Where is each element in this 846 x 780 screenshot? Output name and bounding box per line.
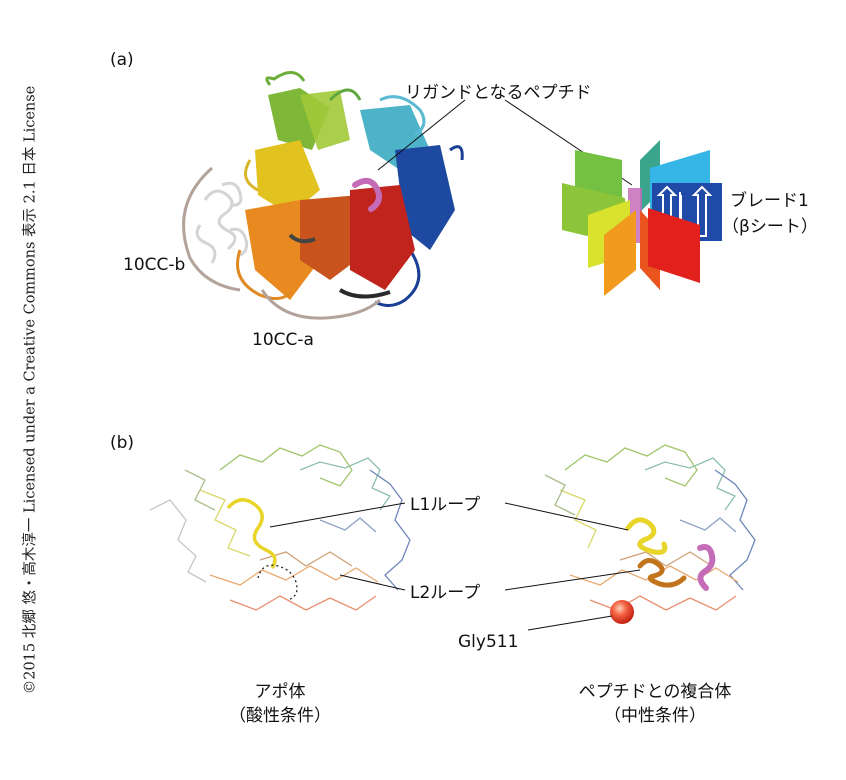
beta-propeller-schematic <box>562 140 722 296</box>
green-blades <box>265 71 362 150</box>
protein-ribbon-structure <box>195 71 464 307</box>
l1-loop-apo <box>226 498 277 569</box>
blade-1-label: ブレード1 <box>730 191 809 211</box>
l2-leader-line-left <box>339 574 406 591</box>
l1-loop-complex <box>625 517 668 555</box>
gly-leader-line <box>527 615 613 631</box>
l2-loop-label: L2ループ <box>410 583 481 603</box>
apo-form-title: アポ体 <box>254 682 306 702</box>
ligand-leader-line-left <box>377 99 466 171</box>
l2-leader-line-right <box>504 569 641 591</box>
domain-10cc-b-label: 10CC-b <box>123 255 186 275</box>
apo-form-caption: アポ体 （酸性条件） <box>210 680 350 728</box>
apo-form-structure <box>149 444 411 611</box>
white-domain-10cc-b <box>195 181 249 264</box>
ligand-peptide <box>352 177 382 212</box>
complex-form-title: ペプチドとの複合体 <box>578 682 732 702</box>
complex-form-caption: ペプチドとの複合体 （中性条件） <box>555 680 755 728</box>
blade-schematic-red <box>648 208 700 283</box>
red-blades <box>338 185 415 299</box>
l1-leader-line-left <box>269 502 406 528</box>
complex-form-condition: （中性条件） <box>604 706 706 726</box>
panel-b-label: (b) <box>110 433 135 453</box>
blade-schematic-orange <box>604 210 636 296</box>
l1-loop-label: L1ループ <box>410 495 481 515</box>
bracket-10cc-a <box>260 289 381 320</box>
gly511-atom-sphere <box>610 600 634 624</box>
beta-sheet-label: （βシート） <box>722 217 818 237</box>
l1-leader-line-right <box>504 502 629 531</box>
domain-10cc-a-label: 10CC-a <box>252 330 314 350</box>
blue-blades <box>374 145 464 307</box>
gly511-label: Gly511 <box>458 632 519 652</box>
dark-loop <box>288 233 316 244</box>
ligand-peptide-label: リガンドとなるペプチド <box>405 83 592 103</box>
l2-loop-complex <box>637 558 687 588</box>
yellow-blades <box>244 140 320 215</box>
panel-a-label: (a) <box>110 50 134 70</box>
apo-form-condition: （酸性条件） <box>229 706 331 726</box>
ligand-peptide-complex <box>697 544 716 591</box>
bracket-10cc-b <box>182 166 241 292</box>
